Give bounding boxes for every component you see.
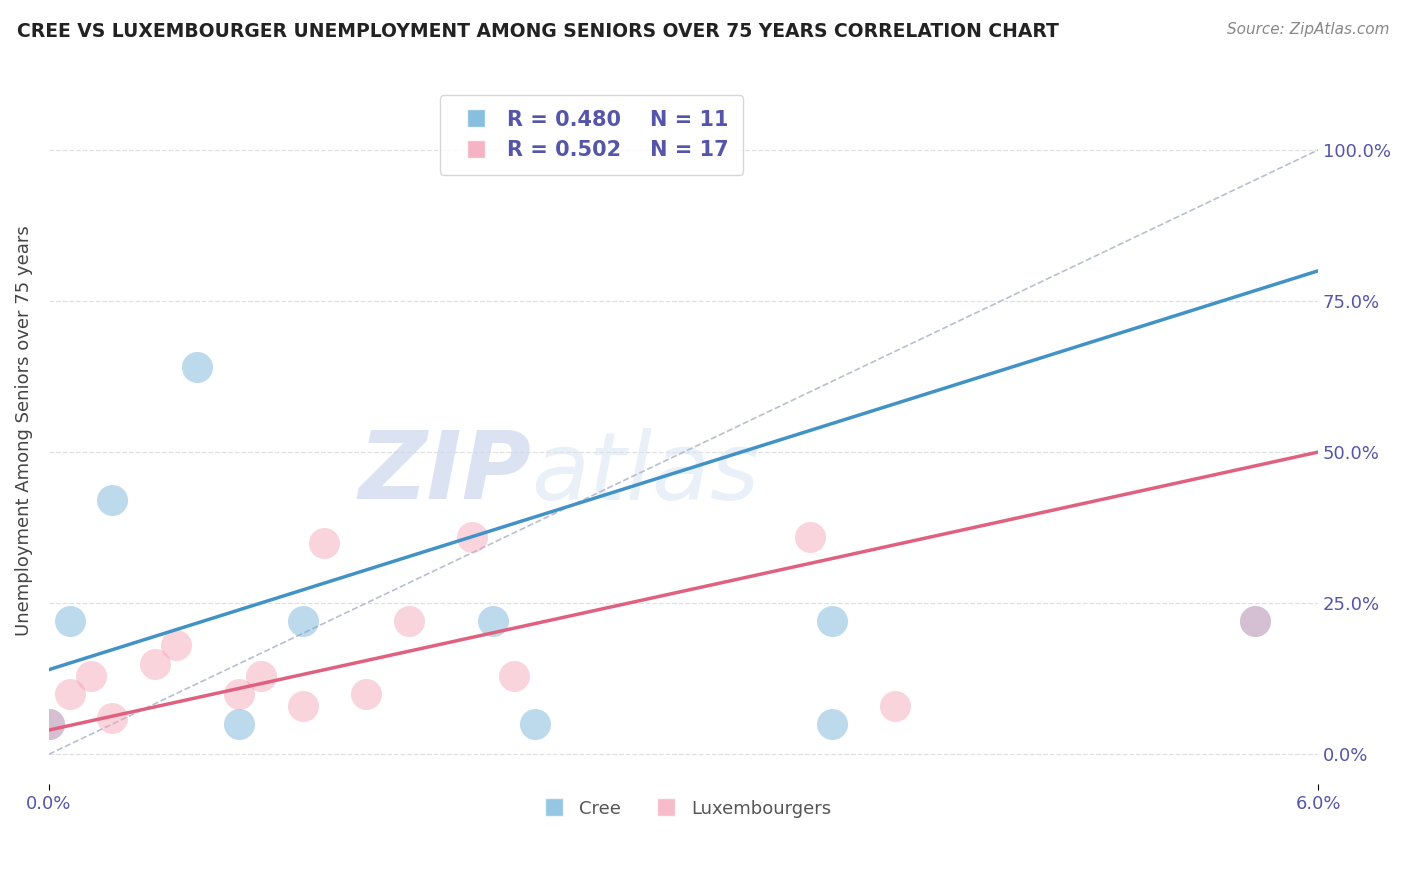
Point	[356, 687, 378, 701]
Point	[398, 614, 420, 628]
Point	[59, 687, 82, 701]
Point	[228, 687, 250, 701]
Point	[38, 717, 60, 731]
Point	[186, 360, 208, 375]
Point	[80, 668, 103, 682]
Text: CREE VS LUXEMBOURGER UNEMPLOYMENT AMONG SENIORS OVER 75 YEARS CORRELATION CHART: CREE VS LUXEMBOURGER UNEMPLOYMENT AMONG …	[17, 22, 1059, 41]
Point	[165, 639, 187, 653]
Point	[461, 530, 484, 544]
Point	[524, 717, 547, 731]
Point	[38, 717, 60, 731]
Text: ZIP: ZIP	[359, 427, 531, 519]
Y-axis label: Unemployment Among Seniors over 75 years: Unemployment Among Seniors over 75 years	[15, 226, 32, 636]
Point	[820, 614, 842, 628]
Point	[820, 717, 842, 731]
Point	[482, 614, 505, 628]
Legend: Cree, Luxembourgers: Cree, Luxembourgers	[529, 792, 838, 825]
Point	[503, 668, 526, 682]
Point	[101, 493, 124, 508]
Point	[291, 698, 314, 713]
Point	[1243, 614, 1265, 628]
Point	[228, 717, 250, 731]
Point	[101, 711, 124, 725]
Point	[249, 668, 271, 682]
Point	[59, 614, 82, 628]
Point	[143, 657, 166, 671]
Text: atlas: atlas	[531, 428, 759, 519]
Point	[884, 698, 907, 713]
Point	[799, 530, 821, 544]
Point	[1243, 614, 1265, 628]
Text: Source: ZipAtlas.com: Source: ZipAtlas.com	[1226, 22, 1389, 37]
Point	[291, 614, 314, 628]
Point	[312, 535, 335, 549]
